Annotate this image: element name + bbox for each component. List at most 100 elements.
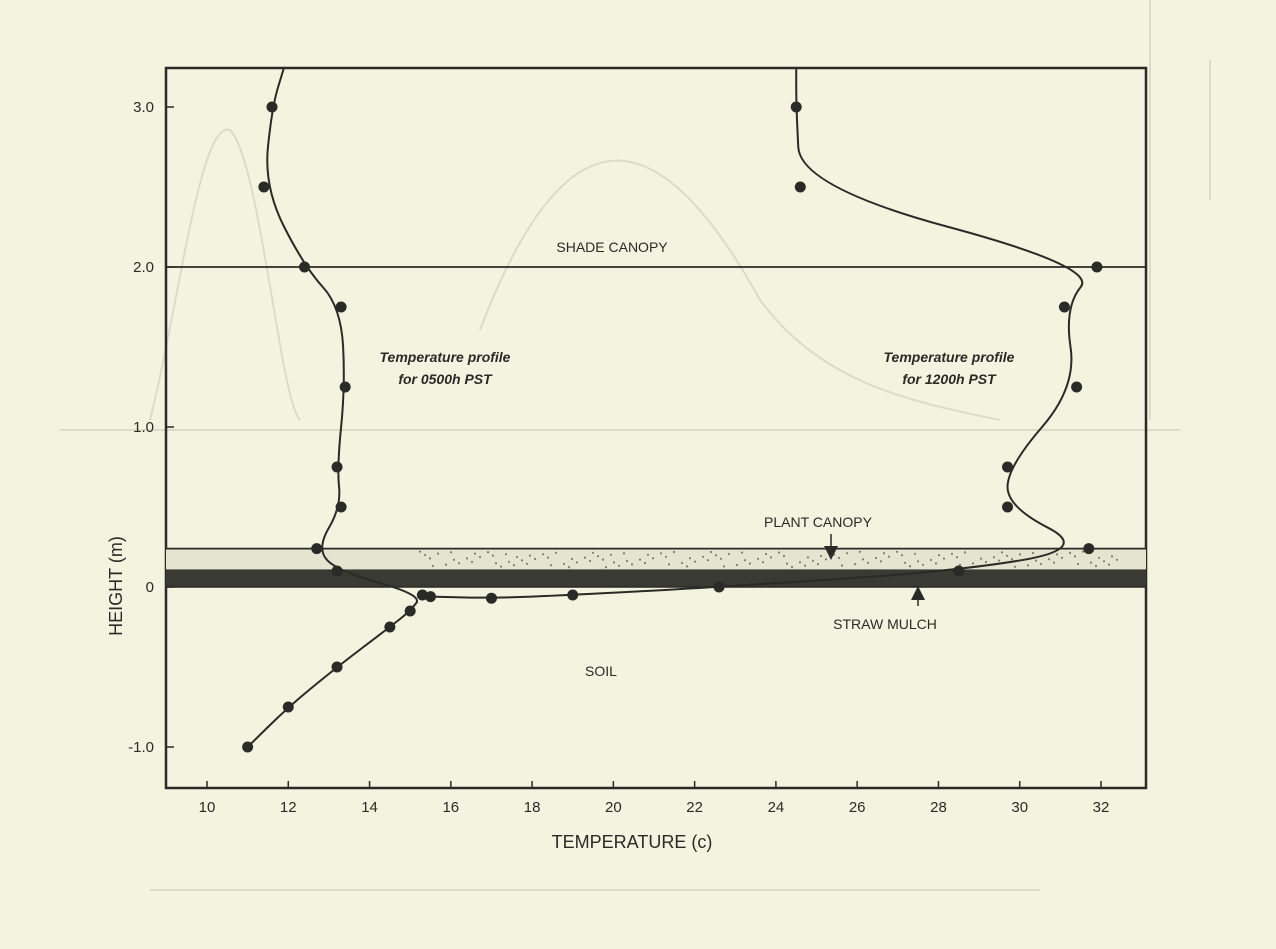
plant-canopy-stipple (913, 552, 917, 555)
straw-mulch-arrow (911, 586, 925, 606)
plant-canopy-stipple (651, 557, 655, 560)
y-tick-label: 2.0 (133, 259, 154, 276)
data-point (331, 565, 343, 577)
plant-canopy-stipple (515, 555, 519, 559)
x-tick-label: 14 (361, 799, 378, 816)
plant-canopy-stipple (1005, 554, 1009, 557)
plant-canopy-stipple (997, 559, 1001, 562)
plant-canopy-stipple (680, 561, 684, 565)
plant-canopy-stipple (1000, 551, 1004, 554)
plant-canopy-stipple (958, 563, 962, 566)
plant-canopy-stipple (785, 562, 789, 565)
plant-canopy-stipple (798, 561, 802, 564)
plant-canopy-stipple (486, 551, 490, 554)
straw-mulch-label: STRAW MULCH (833, 616, 937, 632)
plant-canopy-band (166, 548, 1146, 570)
plant-canopy-stipple (630, 563, 634, 566)
data-point (335, 501, 347, 513)
data-point (339, 381, 351, 393)
bleed-through-background (60, 0, 1211, 891)
plant-canopy-stipple (727, 552, 731, 556)
plant-canopy-stipple (504, 553, 508, 556)
plant-canopy-stipple (992, 556, 996, 559)
plant-canopy-stipple (604, 566, 608, 569)
x-tick-label: 26 (849, 799, 866, 816)
plant-canopy-stipple (1060, 556, 1064, 559)
series-label-0500-line1: Temperature profile (380, 349, 511, 365)
plant-canopy-stipple (562, 562, 566, 565)
plant-canopy-stipple (491, 554, 495, 557)
plant-canopy-stipple (478, 555, 482, 559)
data-point (258, 181, 270, 193)
plant-canopy-stipple (520, 559, 524, 562)
plant-canopy-stipple (457, 562, 461, 565)
plant-canopy-stipple (874, 556, 878, 560)
x-axis: 10 12 14 16 18 20 22 24 26 28 30 32 (199, 781, 1110, 816)
series-label-0500-line2: for 0500h PST (398, 371, 493, 387)
data-point (384, 621, 396, 633)
data-point (404, 605, 416, 617)
plant-canopy-stipple (971, 562, 975, 565)
plant-canopy-stipple (688, 557, 692, 560)
plant-canopy-stipple (1107, 563, 1111, 566)
plant-canopy-stipple (625, 559, 629, 563)
data-point (953, 565, 965, 577)
x-tick-label: 20 (605, 799, 622, 816)
plant-canopy-stipple (591, 551, 595, 554)
data-point (790, 101, 802, 113)
plant-canopy-stipple (528, 554, 532, 557)
layer-bands (166, 266, 1146, 588)
plant-canopy-stipple (1110, 555, 1114, 558)
plant-canopy-label: PLANT CANOPY (764, 514, 873, 530)
data-point (485, 592, 497, 604)
plant-canopy-stipple (570, 557, 574, 561)
plant-canopy-stipple (714, 554, 718, 557)
x-tick-label: 30 (1011, 799, 1028, 816)
data-point (331, 661, 343, 673)
plant-canopy-stipple (452, 558, 456, 561)
plant-canopy-stipple (1039, 562, 1043, 566)
plant-canopy-stipple (659, 552, 663, 555)
plant-canopy-stipple (1034, 559, 1038, 562)
data-point (1002, 461, 1014, 473)
plant-canopy-stipple (436, 552, 440, 555)
x-axis-title: TEMPERATURE (c) (552, 832, 713, 852)
data-point (567, 589, 579, 601)
plant-canopy-stipple (756, 557, 760, 560)
y-tick-label: -1.0 (128, 739, 154, 756)
data-point (1002, 501, 1014, 513)
data-point (713, 581, 725, 593)
plant-canopy-stipple (612, 561, 616, 564)
series-layer (242, 66, 1119, 753)
plant-canopy-stipple (588, 559, 592, 563)
data-point (1071, 381, 1083, 393)
plant-canopy-stipple (470, 560, 474, 563)
plant-canopy-stipple (900, 554, 904, 557)
plant-canopy-stipple (929, 558, 933, 562)
x-tick-label: 32 (1093, 799, 1110, 816)
plant-canopy-stipple (903, 561, 907, 564)
plant-canopy-stipple (575, 561, 579, 564)
plant-canopy-stipple (761, 561, 765, 564)
plant-canopy-stipple (916, 560, 920, 563)
plant-canopy-stipple (646, 553, 650, 556)
data-point (299, 261, 311, 273)
x-tick-label: 10 (199, 799, 216, 816)
plant-canopy-stipple (748, 562, 752, 565)
soil-label: SOIL (585, 663, 617, 679)
series-label-1200-line1: Temperature profile (884, 349, 1015, 365)
data-point (282, 701, 294, 713)
plant-canopy-stipple (431, 564, 435, 568)
plant-canopy-stipple (879, 560, 883, 563)
plant-canopy-stipple (937, 554, 941, 557)
plant-canopy-stipple (465, 557, 469, 560)
plant-canopy-stipple (1055, 553, 1059, 556)
plant-canopy-stipple (554, 551, 558, 554)
plant-canopy-stipple (803, 564, 807, 567)
plant-canopy-stipple (963, 551, 967, 554)
plant-canopy-stipple (494, 562, 498, 565)
plant-canopy-stipple (1026, 564, 1030, 567)
data-point (425, 591, 436, 603)
plant-canopy-stipple (782, 554, 786, 558)
